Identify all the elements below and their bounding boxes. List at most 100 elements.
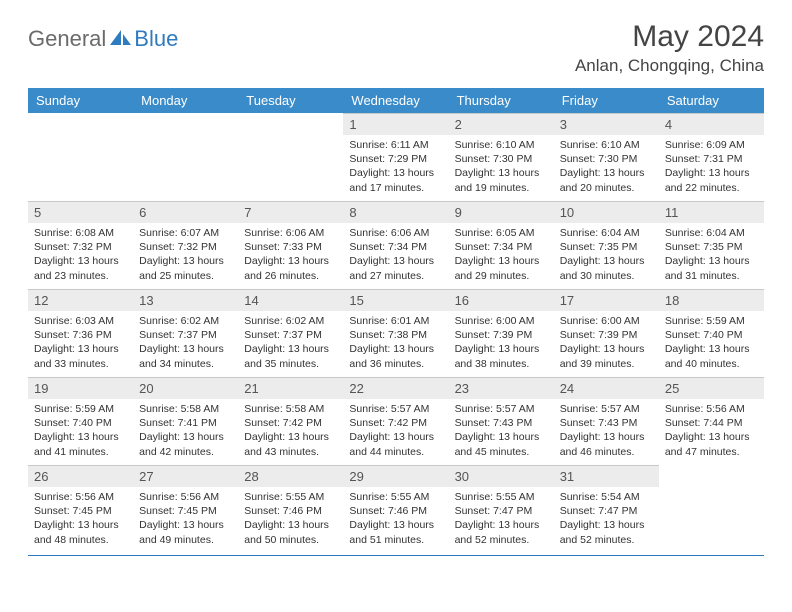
day-details: Sunrise: 6:04 AMSunset: 7:35 PMDaylight:…: [554, 223, 659, 287]
day-number: 26: [28, 465, 133, 487]
header: General Blue May 2024 Anlan, Chongqing, …: [28, 20, 764, 76]
calendar-cell: 4Sunrise: 6:09 AMSunset: 7:31 PMDaylight…: [659, 113, 764, 201]
calendar-cell: 7Sunrise: 6:06 AMSunset: 7:33 PMDaylight…: [238, 201, 343, 289]
calendar-cell: 24Sunrise: 5:57 AMSunset: 7:43 PMDayligh…: [554, 377, 659, 465]
calendar-table: SundayMondayTuesdayWednesdayThursdayFrid…: [28, 88, 764, 553]
calendar-cell: 19Sunrise: 5:59 AMSunset: 7:40 PMDayligh…: [28, 377, 133, 465]
calendar-cell: 30Sunrise: 5:55 AMSunset: 7:47 PMDayligh…: [449, 465, 554, 553]
day-details: Sunrise: 5:59 AMSunset: 7:40 PMDaylight:…: [659, 311, 764, 375]
day-number: 9: [449, 201, 554, 223]
weekday-header: Sunday: [28, 88, 133, 113]
day-details: Sunrise: 6:07 AMSunset: 7:32 PMDaylight:…: [133, 223, 238, 287]
month-title: May 2024: [575, 20, 764, 54]
calendar-cell: 12Sunrise: 6:03 AMSunset: 7:36 PMDayligh…: [28, 289, 133, 377]
logo: General Blue: [28, 20, 178, 52]
calendar-cell: 13Sunrise: 6:02 AMSunset: 7:37 PMDayligh…: [133, 289, 238, 377]
calendar-cell: 29Sunrise: 5:55 AMSunset: 7:46 PMDayligh…: [343, 465, 448, 553]
calendar-cell: 20Sunrise: 5:58 AMSunset: 7:41 PMDayligh…: [133, 377, 238, 465]
logo-sail-icon: [110, 28, 132, 51]
day-details: Sunrise: 6:03 AMSunset: 7:36 PMDaylight:…: [28, 311, 133, 375]
location: Anlan, Chongqing, China: [575, 56, 764, 76]
calendar-row: 12Sunrise: 6:03 AMSunset: 7:36 PMDayligh…: [28, 289, 764, 377]
calendar-row: 26Sunrise: 5:56 AMSunset: 7:45 PMDayligh…: [28, 465, 764, 553]
day-details: Sunrise: 6:06 AMSunset: 7:33 PMDaylight:…: [238, 223, 343, 287]
day-number: 29: [343, 465, 448, 487]
calendar-cell: [659, 465, 764, 553]
day-number: 3: [554, 113, 659, 135]
logo-text-blue: Blue: [134, 26, 178, 52]
day-details: Sunrise: 5:55 AMSunset: 7:47 PMDaylight:…: [449, 487, 554, 551]
day-details: Sunrise: 5:58 AMSunset: 7:41 PMDaylight:…: [133, 399, 238, 463]
day-details: Sunrise: 5:58 AMSunset: 7:42 PMDaylight:…: [238, 399, 343, 463]
day-number: 13: [133, 289, 238, 311]
day-number: 14: [238, 289, 343, 311]
empty-cell: [28, 113, 133, 134]
empty-cell: [238, 113, 343, 134]
weekday-header: Tuesday: [238, 88, 343, 113]
calendar-cell: 14Sunrise: 6:02 AMSunset: 7:37 PMDayligh…: [238, 289, 343, 377]
day-number: 27: [133, 465, 238, 487]
day-number: 25: [659, 377, 764, 399]
calendar-cell: 9Sunrise: 6:05 AMSunset: 7:34 PMDaylight…: [449, 201, 554, 289]
calendar-cell: 10Sunrise: 6:04 AMSunset: 7:35 PMDayligh…: [554, 201, 659, 289]
day-details: Sunrise: 6:09 AMSunset: 7:31 PMDaylight:…: [659, 135, 764, 199]
calendar-cell: 31Sunrise: 5:54 AMSunset: 7:47 PMDayligh…: [554, 465, 659, 553]
calendar-cell: 27Sunrise: 5:56 AMSunset: 7:45 PMDayligh…: [133, 465, 238, 553]
day-number: 11: [659, 201, 764, 223]
calendar-cell: 6Sunrise: 6:07 AMSunset: 7:32 PMDaylight…: [133, 201, 238, 289]
calendar-cell: 15Sunrise: 6:01 AMSunset: 7:38 PMDayligh…: [343, 289, 448, 377]
day-details: Sunrise: 6:05 AMSunset: 7:34 PMDaylight:…: [449, 223, 554, 287]
calendar-cell: 28Sunrise: 5:55 AMSunset: 7:46 PMDayligh…: [238, 465, 343, 553]
calendar-cell: 16Sunrise: 6:00 AMSunset: 7:39 PMDayligh…: [449, 289, 554, 377]
day-details: Sunrise: 5:56 AMSunset: 7:45 PMDaylight:…: [133, 487, 238, 551]
day-number: 22: [343, 377, 448, 399]
day-number: 21: [238, 377, 343, 399]
day-number: 20: [133, 377, 238, 399]
day-number: 31: [554, 465, 659, 487]
day-details: Sunrise: 5:59 AMSunset: 7:40 PMDaylight:…: [28, 399, 133, 463]
day-number: 6: [133, 201, 238, 223]
day-details: Sunrise: 6:02 AMSunset: 7:37 PMDaylight:…: [238, 311, 343, 375]
day-number: 30: [449, 465, 554, 487]
day-details: Sunrise: 6:08 AMSunset: 7:32 PMDaylight:…: [28, 223, 133, 287]
day-details: Sunrise: 5:56 AMSunset: 7:45 PMDaylight:…: [28, 487, 133, 551]
calendar-row: 19Sunrise: 5:59 AMSunset: 7:40 PMDayligh…: [28, 377, 764, 465]
empty-cell: [133, 113, 238, 134]
weekday-header: Thursday: [449, 88, 554, 113]
calendar-cell: [238, 113, 343, 201]
day-details: Sunrise: 6:06 AMSunset: 7:34 PMDaylight:…: [343, 223, 448, 287]
day-number: 17: [554, 289, 659, 311]
day-details: Sunrise: 6:10 AMSunset: 7:30 PMDaylight:…: [449, 135, 554, 199]
weekday-header-row: SundayMondayTuesdayWednesdayThursdayFrid…: [28, 88, 764, 113]
calendar-cell: 3Sunrise: 6:10 AMSunset: 7:30 PMDaylight…: [554, 113, 659, 201]
footer-rule: [28, 555, 764, 556]
day-number: 1: [343, 113, 448, 135]
calendar-cell: 1Sunrise: 6:11 AMSunset: 7:29 PMDaylight…: [343, 113, 448, 201]
calendar-cell: [133, 113, 238, 201]
day-number: 2: [449, 113, 554, 135]
calendar-cell: 18Sunrise: 5:59 AMSunset: 7:40 PMDayligh…: [659, 289, 764, 377]
day-number: 18: [659, 289, 764, 311]
day-details: Sunrise: 6:04 AMSunset: 7:35 PMDaylight:…: [659, 223, 764, 287]
empty-cell: [659, 465, 764, 486]
weekday-header: Wednesday: [343, 88, 448, 113]
weekday-header: Friday: [554, 88, 659, 113]
calendar-cell: 25Sunrise: 5:56 AMSunset: 7:44 PMDayligh…: [659, 377, 764, 465]
day-number: 7: [238, 201, 343, 223]
day-details: Sunrise: 6:00 AMSunset: 7:39 PMDaylight:…: [449, 311, 554, 375]
calendar-cell: 23Sunrise: 5:57 AMSunset: 7:43 PMDayligh…: [449, 377, 554, 465]
title-block: May 2024 Anlan, Chongqing, China: [575, 20, 764, 76]
day-details: Sunrise: 6:02 AMSunset: 7:37 PMDaylight:…: [133, 311, 238, 375]
day-details: Sunrise: 6:10 AMSunset: 7:30 PMDaylight:…: [554, 135, 659, 199]
logo-text-general: General: [28, 26, 106, 52]
calendar-cell: 5Sunrise: 6:08 AMSunset: 7:32 PMDaylight…: [28, 201, 133, 289]
day-details: Sunrise: 6:00 AMSunset: 7:39 PMDaylight:…: [554, 311, 659, 375]
day-number: 15: [343, 289, 448, 311]
day-details: Sunrise: 5:57 AMSunset: 7:43 PMDaylight:…: [554, 399, 659, 463]
calendar-row: 5Sunrise: 6:08 AMSunset: 7:32 PMDaylight…: [28, 201, 764, 289]
calendar-cell: 22Sunrise: 5:57 AMSunset: 7:42 PMDayligh…: [343, 377, 448, 465]
day-number: 12: [28, 289, 133, 311]
day-details: Sunrise: 5:55 AMSunset: 7:46 PMDaylight:…: [238, 487, 343, 551]
day-number: 4: [659, 113, 764, 135]
calendar-cell: 21Sunrise: 5:58 AMSunset: 7:42 PMDayligh…: [238, 377, 343, 465]
